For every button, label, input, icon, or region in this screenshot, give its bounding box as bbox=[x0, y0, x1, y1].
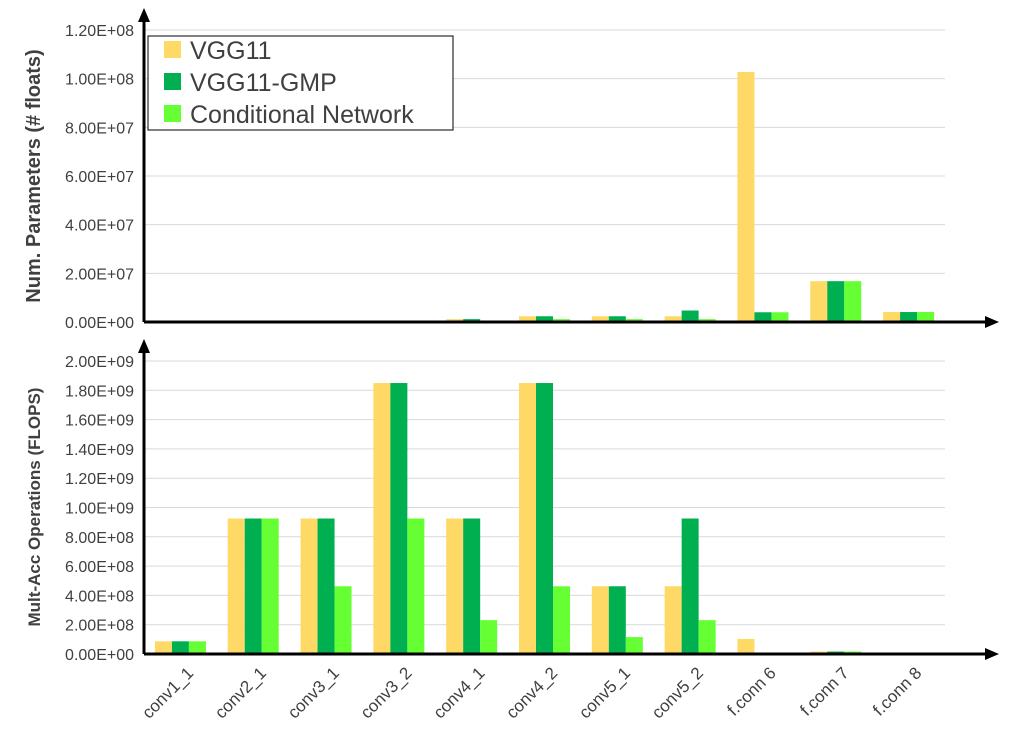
legend-entry: VGG11-GMP bbox=[190, 69, 337, 97]
flops-chart: 0.00E+00 2.00E+08 4.00E+08 6.00E+08 8.00E+08… bbox=[25, 339, 999, 664]
bar bbox=[900, 312, 918, 322]
y-tick-label: 1.00E+09 bbox=[65, 501, 134, 518]
y-tick-label: 4.00E+08 bbox=[65, 588, 134, 605]
category-label: conv5_2 bbox=[648, 663, 707, 722]
y-tick-label: 1.20E+08 bbox=[65, 23, 134, 40]
category-label: conv5_1 bbox=[575, 663, 634, 722]
y-tick-label: 2.00E+08 bbox=[65, 618, 134, 635]
bar bbox=[553, 586, 570, 654]
y-axis-arrow bbox=[138, 339, 150, 353]
bar bbox=[608, 586, 626, 654]
bar bbox=[446, 518, 464, 654]
y-tick-label: 1.80E+09 bbox=[65, 383, 134, 400]
bar bbox=[754, 312, 772, 322]
bar bbox=[390, 383, 408, 654]
y-tick-label: 6.00E+07 bbox=[65, 169, 134, 186]
bar bbox=[681, 518, 699, 654]
x-axis-arrow bbox=[985, 648, 999, 660]
bar bbox=[883, 312, 901, 322]
bar bbox=[334, 586, 352, 654]
bar bbox=[261, 518, 279, 654]
legend-swatch bbox=[164, 73, 181, 90]
category-label: conv3_1 bbox=[284, 663, 343, 722]
y-tick-label: 1.00E+08 bbox=[65, 72, 134, 89]
bar bbox=[463, 518, 481, 654]
y-tick-label: 8.00E+07 bbox=[65, 120, 134, 137]
bar bbox=[664, 316, 682, 322]
bar bbox=[536, 383, 553, 654]
category-label: f.conn 6 bbox=[724, 663, 780, 719]
bar bbox=[407, 518, 425, 654]
bar bbox=[810, 281, 828, 322]
category-label: conv1_1 bbox=[138, 663, 197, 722]
y-tick-label: 2.00E+07 bbox=[65, 266, 134, 283]
bar bbox=[681, 310, 699, 322]
legend-swatch bbox=[164, 41, 181, 58]
bar bbox=[480, 620, 498, 654]
bar bbox=[698, 620, 716, 654]
bar bbox=[664, 586, 682, 654]
bar bbox=[771, 312, 789, 322]
y-axis-label: Num. Parameters (# floats) bbox=[23, 49, 45, 302]
category-label: f.conn 8 bbox=[869, 663, 925, 719]
bar bbox=[917, 312, 935, 322]
legend-swatch bbox=[164, 105, 181, 122]
bar bbox=[591, 316, 609, 322]
bar bbox=[244, 518, 262, 654]
category-labels: conv1_1 conv2_1 conv3_1 conv3_2 conv4_1 conv4… bbox=[138, 663, 925, 722]
bar bbox=[608, 316, 626, 322]
bar bbox=[737, 71, 755, 323]
bar bbox=[227, 518, 245, 654]
y-tick-label: 0.00E+00 bbox=[65, 647, 134, 664]
bar bbox=[519, 316, 536, 322]
bar bbox=[188, 641, 206, 654]
category-label: conv3_2 bbox=[357, 663, 416, 722]
category-label: conv4_1 bbox=[430, 663, 489, 722]
bar bbox=[827, 281, 845, 322]
category-label: conv4_2 bbox=[502, 663, 561, 722]
y-axis-label: Mult-Acc Operations (FLOPS) bbox=[25, 388, 44, 627]
bar bbox=[737, 638, 755, 654]
bar bbox=[300, 518, 318, 654]
y-tick-label: 2.00E+09 bbox=[65, 354, 134, 371]
y-tick-label: 6.00E+08 bbox=[65, 559, 134, 576]
legend-entry: VGG11 bbox=[190, 37, 272, 65]
bar bbox=[317, 518, 335, 654]
bar bbox=[171, 641, 189, 654]
y-axis-arrow bbox=[138, 8, 150, 22]
bar bbox=[519, 383, 536, 654]
bar bbox=[373, 383, 391, 654]
bar bbox=[591, 586, 609, 654]
bar bbox=[536, 316, 553, 322]
y-tick-label: 4.00E+07 bbox=[65, 218, 134, 235]
y-tick-label: 8.00E+08 bbox=[65, 530, 134, 547]
legend-box bbox=[147, 35, 454, 131]
bar bbox=[154, 641, 172, 654]
category-label: f.conn 7 bbox=[796, 663, 852, 719]
x-axis-arrow bbox=[985, 316, 999, 328]
bar bbox=[844, 281, 862, 322]
y-tick-label: 1.20E+09 bbox=[65, 471, 134, 488]
y-tick-label: 1.40E+09 bbox=[65, 442, 134, 459]
legend-entry: Conditional Network bbox=[190, 101, 414, 129]
legend: VGG11 VGG11-GMP Conditional Network bbox=[147, 35, 454, 131]
category-label: conv2_1 bbox=[211, 663, 270, 722]
bar bbox=[625, 637, 643, 654]
y-tick-label: 0.00E+00 bbox=[65, 315, 134, 332]
y-tick-label: 1.60E+09 bbox=[65, 413, 134, 430]
